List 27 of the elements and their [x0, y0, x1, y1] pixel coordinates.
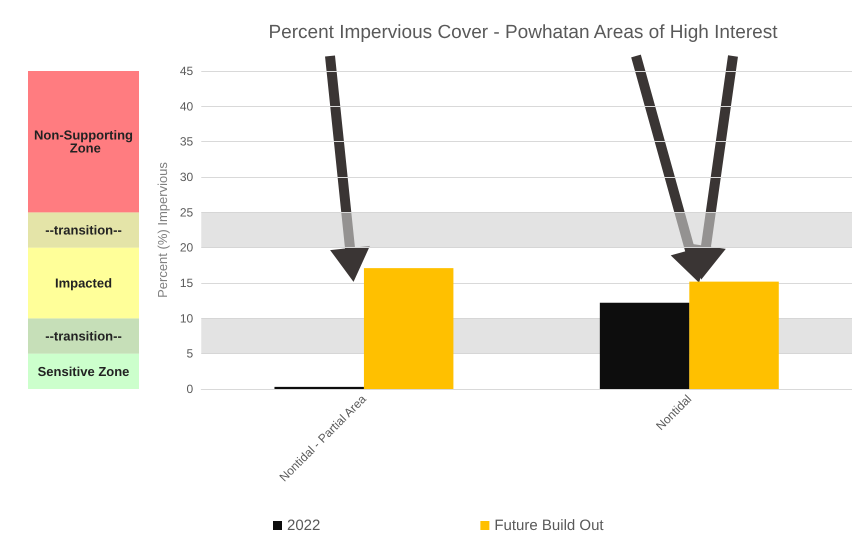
y-tick-label: 40: [180, 99, 194, 114]
y-tick-label: 25: [180, 205, 194, 220]
y-tick-label: 15: [180, 276, 194, 290]
y-tick-label: 45: [180, 64, 194, 78]
series-label: Sensitive Zone: [38, 364, 130, 379]
y-axis-title: Percent (%) Impervious: [155, 162, 170, 298]
series-label: --transition--: [45, 328, 122, 344]
series-label: Non-Supporting Zone: [34, 128, 134, 156]
bar: [28, 318, 139, 354]
y-tick-label: 5: [186, 346, 194, 361]
y-tick-label: 20: [180, 240, 194, 255]
bar: [28, 212, 139, 248]
bar: [28, 248, 139, 318]
series-label: --transition--: [45, 222, 122, 238]
bar: [364, 268, 454, 389]
y-tick-label: 10: [180, 311, 194, 326]
y-tick-label: 0: [186, 382, 194, 396]
legend-label: Future Build Out: [494, 517, 604, 534]
bar: [600, 302, 690, 389]
y-tick-label: 30: [180, 170, 194, 184]
chart-title: Percent Impervious Cover - Powhatan Areas of High Interest: [268, 22, 778, 43]
series-label: Impacted: [54, 276, 112, 290]
legend-label: 2022: [287, 517, 320, 534]
bar: [689, 282, 779, 389]
y-tick-label: 35: [180, 134, 194, 149]
bar: [28, 71, 139, 212]
bar: [28, 354, 139, 389]
